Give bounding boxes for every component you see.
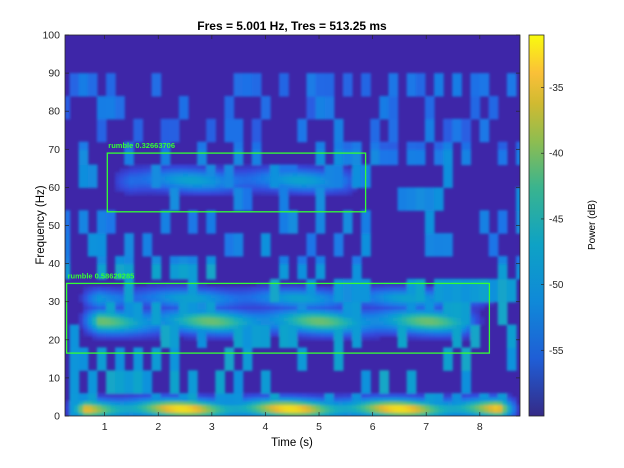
- y-tick-label: 20: [48, 334, 60, 346]
- x-tick-label: 5: [316, 421, 322, 433]
- x-tick-label: 7: [423, 421, 429, 433]
- y-tick-label: 40: [48, 258, 60, 270]
- colorbar-tick-label: -45: [549, 214, 564, 225]
- y-tick-label: 90: [48, 68, 60, 80]
- y-tick-label: 30: [48, 296, 60, 308]
- spectrogram-heatmap: [65, 73, 520, 416]
- y-tick-label: 60: [48, 182, 60, 194]
- y-tick-label: 100: [42, 30, 60, 42]
- x-tick-label: 3: [209, 421, 215, 433]
- x-tick-label: 2: [155, 421, 161, 433]
- x-axis-ticks: 1 2 3 4 5 6 7 8: [102, 35, 483, 433]
- colorbar-tick-label: -40: [549, 149, 564, 160]
- x-axis-label: Time (s): [271, 437, 313, 449]
- colorbar-tick-label: -55: [549, 346, 564, 357]
- y-axis-ticks: 0 10 20 30 40 50 60 70 80 90 100: [42, 30, 520, 423]
- annotation-label: rumble 0.58629285: [68, 271, 135, 280]
- x-tick-label: 4: [263, 421, 269, 433]
- colorbar: [528, 34, 545, 417]
- annotation-box: [106, 152, 367, 213]
- x-tick-label: 6: [370, 421, 376, 433]
- annotation-boxes: rumble 0.32663706 rumble 0.58629285: [65, 141, 491, 354]
- x-tick-label: 1: [102, 421, 108, 433]
- y-tick-label: 50: [48, 220, 60, 232]
- chart-title: Fres = 5.001 Hz, Tres = 513.25 ms: [197, 19, 387, 33]
- annotation-label: rumble 0.32663706: [108, 141, 175, 150]
- y-tick-label: 0: [54, 411, 60, 423]
- colorbar-tick-label: -50: [549, 280, 564, 291]
- colorbar-ticks: -35 -40 -45 -50 -55: [541, 83, 564, 357]
- y-tick-label: 80: [48, 106, 60, 118]
- y-tick-label: 70: [48, 144, 60, 156]
- y-tick-label: 10: [48, 372, 60, 384]
- x-tick-label: 8: [477, 421, 483, 433]
- annotation-box: [65, 282, 491, 354]
- colorbar-tick-label: -35: [549, 83, 564, 94]
- y-axis-label: Frequency (Hz): [35, 185, 47, 264]
- colorbar-label: Power (dB): [587, 200, 598, 250]
